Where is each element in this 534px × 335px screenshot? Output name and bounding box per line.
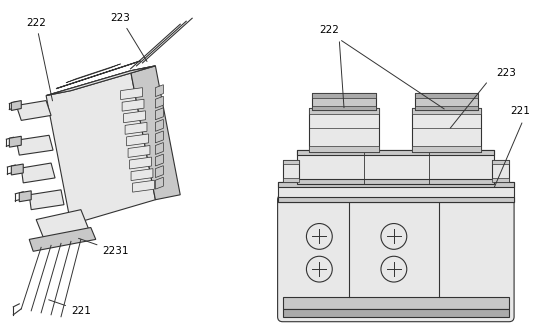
FancyBboxPatch shape	[278, 195, 514, 322]
Polygon shape	[36, 210, 91, 244]
Bar	[415, 92, 478, 97]
Bar	[312, 92, 376, 111]
Bar	[278, 197, 514, 202]
Polygon shape	[122, 99, 144, 111]
Polygon shape	[121, 88, 143, 99]
Bar	[415, 106, 478, 111]
Bar	[412, 146, 481, 152]
Polygon shape	[46, 71, 155, 224]
Polygon shape	[125, 122, 147, 134]
Bar	[312, 92, 376, 97]
Polygon shape	[155, 142, 163, 154]
Bar	[282, 160, 300, 182]
Bar	[278, 182, 514, 202]
Bar	[412, 109, 481, 115]
Polygon shape	[56, 61, 140, 89]
Polygon shape	[29, 227, 96, 251]
Text: 221: 221	[510, 107, 530, 117]
Bar	[412, 109, 481, 152]
Polygon shape	[128, 145, 150, 157]
Bar	[312, 106, 376, 111]
Bar	[415, 92, 478, 111]
Polygon shape	[132, 180, 154, 192]
Polygon shape	[11, 100, 21, 111]
Bar	[278, 182, 514, 187]
Polygon shape	[66, 64, 121, 83]
Polygon shape	[9, 136, 21, 147]
Text: 2231: 2231	[78, 238, 129, 256]
Bar	[309, 146, 379, 152]
Polygon shape	[46, 66, 155, 95]
Polygon shape	[17, 135, 53, 155]
Polygon shape	[123, 111, 145, 123]
Polygon shape	[155, 108, 163, 120]
Polygon shape	[155, 119, 163, 131]
Bar	[297, 179, 494, 184]
Polygon shape	[21, 163, 55, 183]
Polygon shape	[155, 85, 163, 96]
Bar	[282, 160, 300, 164]
Text: 221: 221	[49, 300, 91, 316]
Bar	[282, 297, 509, 309]
Bar	[492, 178, 509, 182]
Text: 222: 222	[26, 18, 52, 101]
Bar	[492, 160, 509, 182]
Polygon shape	[29, 190, 64, 210]
Text: 223: 223	[111, 13, 147, 62]
Bar	[297, 150, 494, 155]
Text: 223: 223	[496, 68, 516, 78]
Polygon shape	[19, 191, 31, 202]
Polygon shape	[11, 164, 23, 175]
Polygon shape	[155, 131, 163, 143]
Polygon shape	[155, 177, 163, 189]
Bar	[492, 160, 509, 164]
Polygon shape	[131, 169, 153, 181]
Polygon shape	[46, 66, 155, 95]
Bar	[297, 150, 494, 184]
Polygon shape	[155, 166, 163, 178]
Bar	[282, 309, 509, 317]
Text: 222: 222	[319, 25, 339, 35]
Bar	[309, 109, 379, 115]
Polygon shape	[155, 96, 163, 108]
Bar	[309, 109, 379, 152]
Polygon shape	[17, 100, 51, 120]
Bar	[282, 178, 300, 182]
Polygon shape	[130, 66, 180, 200]
Polygon shape	[127, 134, 148, 146]
Polygon shape	[155, 154, 163, 166]
Polygon shape	[130, 157, 152, 169]
